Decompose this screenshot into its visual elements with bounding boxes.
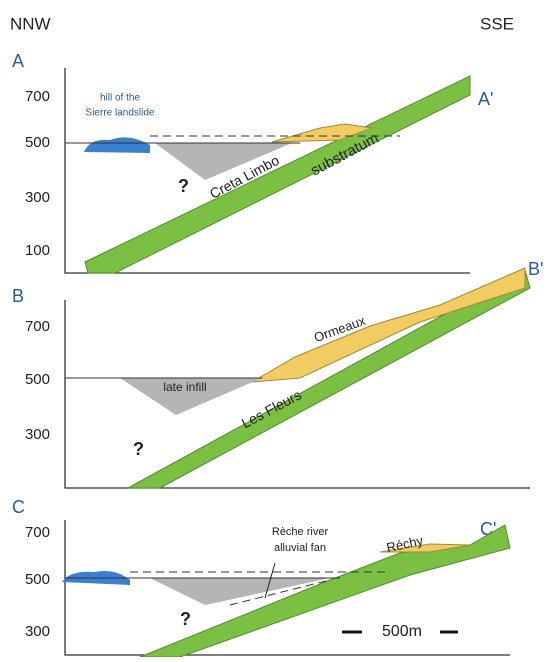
panel-end-label: B': [528, 259, 543, 279]
annotation: Sierre landslide: [86, 108, 155, 119]
elevation-tick: 300: [25, 623, 50, 640]
elevation-tick: 300: [25, 189, 50, 206]
cross-sections: NNW SSE A A' 700 500 300 100 hill of the…: [0, 0, 557, 657]
elevation-tick: 700: [25, 318, 50, 335]
elevation-tick: 700: [25, 524, 50, 541]
panel-end-label: A': [478, 89, 493, 109]
annotation: Rèche river: [272, 526, 329, 538]
direction-left: NNW: [10, 14, 51, 33]
unknown: ?: [178, 176, 189, 196]
substratum: [85, 76, 470, 273]
scale-label: 500m: [382, 623, 422, 640]
elevation-tick: 500: [25, 571, 50, 588]
elevation-tick: 500: [25, 371, 50, 388]
panel-label: B: [12, 286, 24, 306]
infill-label: late infill: [163, 380, 206, 394]
elevation-tick: 500: [25, 134, 50, 151]
panel-label: A: [12, 51, 24, 71]
elevation-tick: 700: [25, 88, 50, 105]
panel-b: B B' 700 500 300 Ormeaux late infill Les…: [12, 259, 543, 488]
panel-a: A A' 700 500 300 100 hill of the Sierre …: [12, 51, 493, 273]
elevation-tick: 100: [25, 242, 50, 259]
unknown: ?: [180, 609, 191, 629]
unknown: ?: [133, 439, 144, 459]
elevation-tick: 300: [25, 426, 50, 443]
annotation: alluvial fan: [274, 542, 326, 554]
panel-label: C: [12, 497, 25, 517]
frame: [65, 520, 510, 655]
panel-c: C C' 700 500 300 Rèche river alluvial fa…: [12, 497, 510, 657]
hill: [84, 137, 150, 153]
direction-right: SSE: [480, 14, 514, 33]
annotation: hill of the: [100, 93, 140, 104]
